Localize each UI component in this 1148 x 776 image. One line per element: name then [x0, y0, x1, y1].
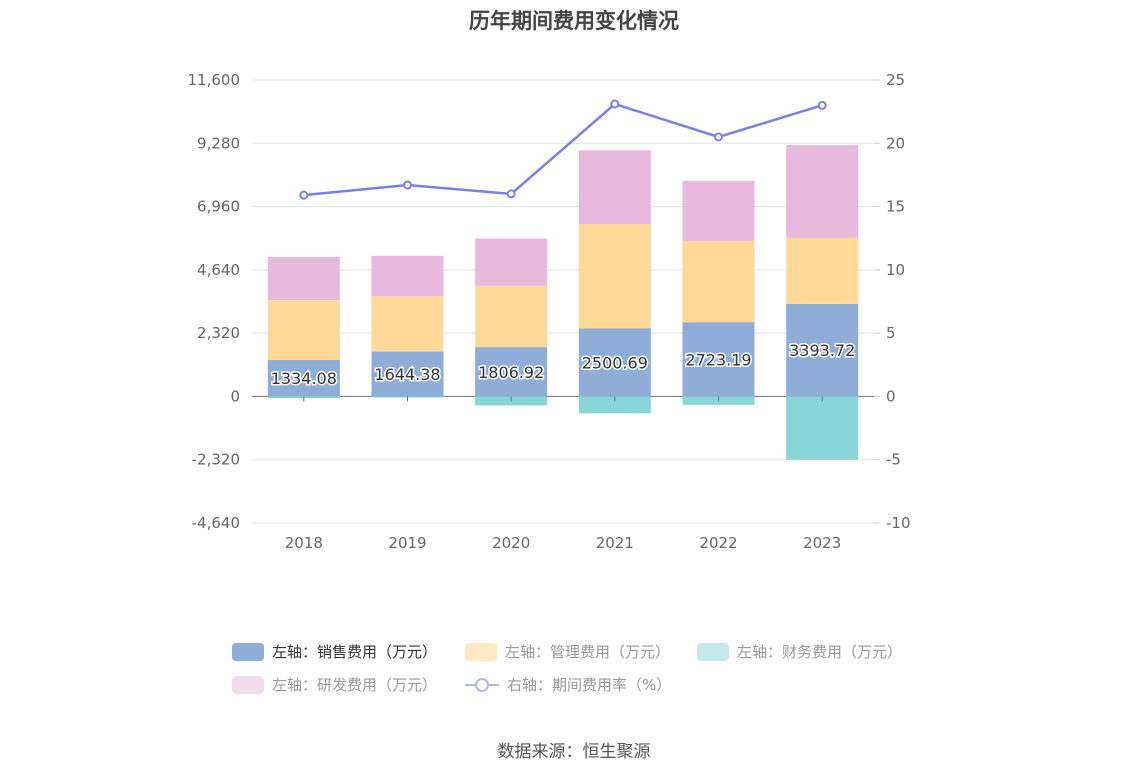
- left-tick-label: 0: [230, 387, 240, 405]
- x-tick-label: 2023: [803, 534, 841, 552]
- right-tick-label: -10: [886, 514, 911, 532]
- chart-canvas: 11,600 9,280 6,960 4,640 2,320 0 -2,320 -4,640 2…: [188, 71, 911, 552]
- left-tick-label: 4,640: [197, 261, 240, 279]
- bar-segment-admin: [371, 296, 444, 352]
- bar-segment-sales: [578, 328, 651, 397]
- legend-label-sales: 左轴：销售费用（万元）: [272, 643, 438, 661]
- bar-segment-admin: [267, 300, 340, 361]
- left-tick-label: 6,960: [197, 198, 240, 216]
- chart-title: 历年期间费用变化情况: [469, 9, 679, 33]
- data-label-sales: 3393.72: [789, 341, 855, 360]
- x-tick-label: 2021: [596, 534, 634, 552]
- ratio-point: [506, 189, 516, 199]
- data-label-sales: 1644.38: [374, 365, 440, 384]
- data-label-sales: 1334.08: [271, 369, 337, 388]
- data-label-sales: 1806.92: [478, 363, 544, 382]
- x-tick-label: 2019: [388, 534, 426, 552]
- right-tick-label: 10: [886, 261, 905, 279]
- legend-label-rd: 左轴：研发费用（万元）: [272, 676, 438, 694]
- bar-segment-rd: [786, 145, 859, 238]
- bar-segment-sales: [682, 322, 755, 397]
- ratio-line: [303, 102, 823, 197]
- data-label-sales: 2723.19: [685, 350, 751, 369]
- right-tick-label: 25: [886, 71, 905, 89]
- right-tick-label: 0: [886, 387, 896, 405]
- ratio-point: [610, 99, 620, 109]
- bar-segment-rd: [578, 150, 651, 225]
- right-tick-label: 5: [886, 324, 896, 342]
- legend-item-sales[interactable]: 左轴：销售费用（万元）: [232, 641, 437, 662]
- legend-label-finance: 左轴：财务费用（万元）: [737, 643, 903, 661]
- bar-segment-rd: [475, 238, 548, 286]
- bar-segment-admin: [578, 224, 651, 329]
- ratio-point: [817, 100, 827, 110]
- legend-swatch-rd: [232, 675, 264, 694]
- x-tick-label: 2020: [492, 534, 530, 552]
- legend-line-icon: [465, 677, 499, 692]
- legend-item-rd[interactable]: 左轴：研发费用（万元）: [232, 674, 437, 695]
- bar-segment-admin: [682, 240, 755, 323]
- bar-segment-rd: [371, 255, 444, 297]
- right-tick-label: -5: [886, 451, 901, 469]
- bar-segment-finance: [578, 396, 651, 414]
- left-tick-label: 9,280: [197, 134, 240, 152]
- legend-swatch-sales: [232, 642, 264, 661]
- bar-segment-sales: [475, 347, 548, 397]
- legend-label-ratio: 右轴：期间费用率（%）: [507, 676, 672, 694]
- legend-swatch-admin: [465, 642, 497, 661]
- left-tick-label: 2,320: [197, 324, 240, 342]
- bar-segment-admin: [475, 285, 548, 348]
- bar-segment-sales: [786, 303, 859, 397]
- right-tick-label: 15: [886, 198, 905, 216]
- bar-segment-sales: [267, 360, 340, 397]
- bar-segment-rd: [682, 180, 755, 241]
- right-tick-label: 20: [886, 134, 905, 152]
- left-tick-label: 11,600: [188, 71, 241, 89]
- bar-segment-finance: [786, 396, 859, 460]
- ratio-point: [299, 190, 309, 200]
- bar-segment-sales: [371, 351, 444, 397]
- legend-item-admin[interactable]: 左轴：管理费用（万元）: [465, 641, 670, 662]
- x-tick-label: 2022: [699, 534, 737, 552]
- legend-item-ratio[interactable]: 右轴：期间费用率（%）: [465, 674, 671, 695]
- data-source: 数据来源：恒生聚源: [497, 742, 651, 762]
- legend-item-finance[interactable]: 左轴：财务费用（万元）: [697, 641, 902, 662]
- left-tick-label: -2,320: [192, 451, 240, 469]
- legend-label-admin: 左轴：管理费用（万元）: [505, 643, 671, 661]
- ratio-point: [714, 132, 723, 142]
- x-tick-label: 2018: [285, 534, 323, 552]
- ratio-point: [403, 180, 412, 190]
- bar-segment-admin: [786, 237, 859, 304]
- legend-swatch-finance: [697, 642, 729, 661]
- left-tick-label: -4,640: [192, 514, 240, 532]
- bar-segment-rd: [267, 256, 340, 301]
- data-label-sales: 2500.69: [582, 353, 648, 372]
